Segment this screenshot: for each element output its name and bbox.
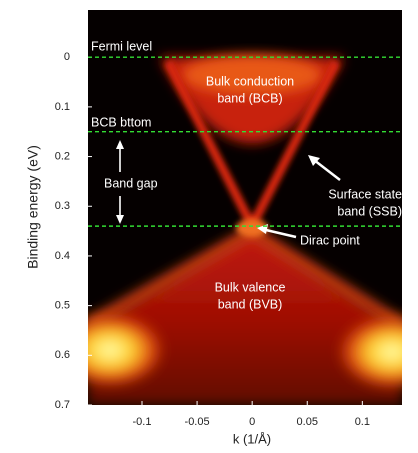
annotation: Bulk conduction — [206, 74, 294, 88]
annotation: Band gap — [104, 176, 158, 190]
annotation: Surface state — [328, 187, 402, 201]
x-tick-label: -0.05 — [185, 416, 210, 428]
arrow — [313, 159, 341, 181]
arrow — [265, 228, 297, 239]
y-tick-label: 0 — [64, 51, 70, 63]
spectrum-image — [88, 10, 402, 405]
dirac-spot — [236, 219, 268, 237]
conduction-band-core — [182, 55, 322, 95]
valence-hotspot-left — [88, 312, 165, 388]
valence-band — [88, 232, 402, 405]
x-tick-label: 0 — [249, 416, 255, 428]
x-tick-label: 0.05 — [297, 416, 318, 428]
y-tick-label: 0.6 — [55, 349, 70, 361]
x-tick-label: -0.1 — [133, 416, 152, 428]
x-axis-label: k (1/Å) — [233, 431, 271, 446]
x-tick-label: 0.1 — [355, 416, 370, 428]
y-tick-label: 0.2 — [55, 150, 70, 162]
annotation: band (BCB) — [217, 91, 282, 105]
y-axis-label: Binding energy (eV) — [25, 145, 41, 269]
annotation: Bulk valence — [215, 280, 286, 294]
y-tick-label: 0.7 — [55, 399, 70, 411]
annotation: band (SSB) — [337, 204, 402, 218]
arrow-head — [116, 140, 124, 149]
annotation: band (BVB) — [218, 297, 283, 311]
y-tick-label: 0.5 — [55, 300, 70, 312]
valence-hotspot-right — [337, 314, 402, 390]
annotation: Dirac point — [300, 233, 360, 247]
y-tick-label: 0.3 — [55, 200, 70, 212]
annotation: Fermi level — [91, 39, 152, 53]
y-tick-label: 0.4 — [55, 250, 70, 262]
arrow-head — [308, 155, 320, 166]
y-tick-label: 0.1 — [55, 101, 70, 113]
arrow-head — [116, 215, 124, 224]
annotation: BCB bttom — [91, 115, 151, 129]
